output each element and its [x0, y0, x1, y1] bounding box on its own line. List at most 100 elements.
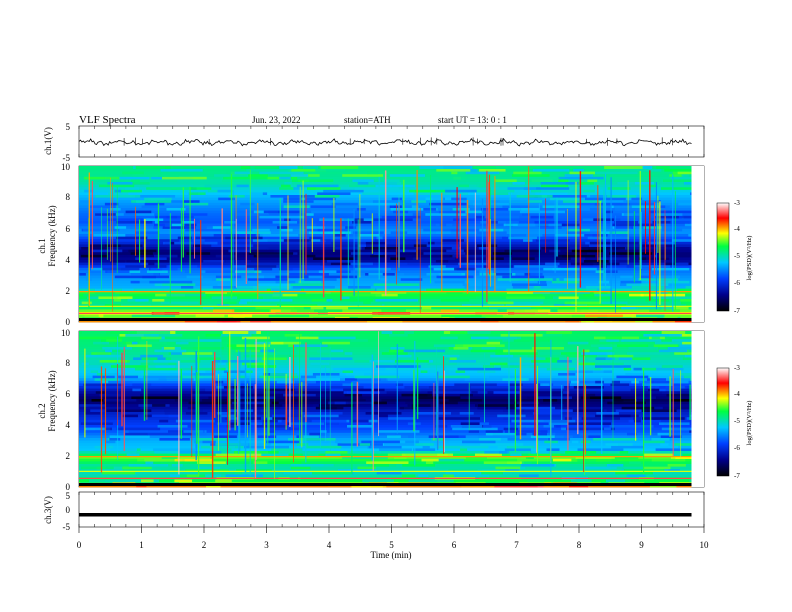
spectrogram-speckle	[320, 262, 352, 266]
spectrogram-speckle	[246, 264, 277, 268]
spectrogram-speckle	[144, 202, 165, 206]
spectrogram-speckle	[388, 416, 415, 420]
spectrogram-band	[79, 341, 692, 345]
spectrogram-speckle	[320, 166, 359, 169]
spectrogram-speckle	[122, 288, 134, 292]
spectrogram-speckle	[206, 429, 245, 433]
spectrogram-speckle	[421, 306, 432, 310]
spectrogram-speckle	[317, 228, 334, 232]
spectrogram-speckle	[316, 223, 359, 227]
spectrogram-speckle	[519, 210, 565, 214]
spectrogram-speckle	[153, 448, 195, 451]
spectrogram-speckle	[618, 357, 646, 360]
spectrogram-speckle	[436, 275, 474, 279]
spectrogram-speckle	[290, 466, 311, 470]
spectrogram-speckle	[614, 225, 633, 229]
spectrogram-band	[79, 346, 692, 350]
spectrogram-speckle	[257, 283, 302, 286]
spectrogram-speckle	[92, 375, 115, 379]
spectrogram-speckle	[418, 474, 429, 477]
spectrogram-speckle	[270, 288, 301, 292]
spectrogram-speckle	[643, 453, 674, 457]
spectrogram-speckle	[192, 238, 205, 242]
spectrogram-speckle	[128, 249, 139, 253]
spectrogram-speckle	[617, 205, 661, 208]
spectrogram-speckle	[428, 385, 471, 389]
spectrogram-speckle	[516, 194, 553, 198]
spectrogram-speckle	[304, 277, 337, 281]
spectrogram-speckle	[606, 463, 624, 467]
spectrogram-speckle	[221, 333, 252, 337]
spectrogram-speckle	[432, 390, 470, 394]
spectrogram-speckle	[344, 393, 362, 397]
spectrogram-speckle	[622, 202, 654, 206]
spectrogram-speckle	[427, 390, 436, 394]
spectrogram-speckle	[159, 338, 200, 342]
spectrogram-speckle	[132, 388, 142, 392]
spectrogram-speckle	[571, 314, 595, 318]
x-tick-label: 5	[389, 540, 394, 550]
spectrogram-speckle	[533, 285, 541, 289]
spectrogram-speckle	[532, 346, 564, 350]
spectrogram-speckle	[116, 427, 161, 431]
start-time-label: start UT = 13: 0 : 1	[438, 115, 507, 125]
spectrogram-speckle	[511, 173, 550, 177]
spectrogram-speckle	[303, 166, 318, 169]
spectrogram-speckle	[469, 390, 488, 394]
spectrogram-speckle	[273, 354, 310, 358]
ch2-frequency-axis-label: Frequency (kHz)	[47, 370, 57, 431]
spectrogram-speckle	[440, 336, 458, 340]
spectrogram-speckle	[276, 264, 301, 268]
spectrogram-speckle	[486, 192, 509, 195]
spectrogram-speckle	[512, 285, 528, 289]
spectrogram-speckle	[248, 453, 289, 457]
spectrogram-speckle	[413, 388, 453, 392]
spectrogram-speckle	[114, 225, 127, 229]
spectrogram-speckle	[372, 262, 408, 266]
spectrogram-speckle	[540, 383, 550, 386]
spectrogram-speckle	[652, 275, 681, 279]
spectrogram-speckle	[507, 396, 527, 399]
ch1-spec-ytick: 6	[66, 224, 71, 234]
spectrogram-speckle	[163, 357, 172, 360]
spectrogram-speckle	[516, 466, 526, 470]
spectrogram-speckle	[216, 277, 224, 281]
spectrogram-speckle	[79, 272, 86, 276]
spectrogram-speckle	[308, 231, 351, 234]
spectrogram-speckle	[401, 453, 448, 457]
spectrogram-speckle	[145, 238, 180, 242]
spectrogram-speckle	[449, 359, 476, 363]
spectrogram-speckle	[205, 370, 246, 373]
spectrogram-speckle	[95, 288, 114, 292]
spectrogram-speckle	[567, 422, 612, 425]
spectrogram-speckle	[162, 176, 207, 180]
spectrogram-speckle	[213, 233, 256, 237]
spectrogram-speckle	[236, 375, 247, 379]
spectrogram-speckle	[647, 377, 666, 381]
spectrogram-speckle	[690, 192, 692, 195]
spectrogram-speckle	[634, 396, 671, 399]
spectrogram-speckle	[79, 403, 106, 407]
spectrogram-speckle	[527, 479, 545, 483]
spectrogram-speckle	[658, 468, 680, 472]
spectrogram-speckle	[358, 244, 366, 247]
spectrogram-speckle	[369, 296, 401, 299]
spectrogram-speckle	[656, 396, 675, 399]
spectrogram-bottom-band	[79, 318, 692, 321]
spectrogram-speckle	[320, 238, 331, 242]
spectrogram-speckle	[384, 303, 416, 307]
spectrogram-speckle	[428, 241, 435, 245]
spectrogram-speckle	[229, 396, 276, 399]
spectrogram-speckle	[100, 468, 131, 472]
spectrogram-speckle	[449, 474, 490, 477]
spectrogram-speckle	[521, 390, 563, 394]
spectrogram-speckle	[215, 479, 232, 483]
spectrogram-speckle	[660, 442, 669, 446]
spectrogram-speckle	[555, 233, 593, 237]
spectrogram-speckle	[409, 189, 436, 193]
spectrogram-speckle	[96, 354, 124, 358]
spectrogram-speckle	[429, 202, 474, 206]
spectrogram-speckle	[343, 390, 380, 394]
spectrogram-speckle	[490, 362, 515, 366]
spectrogram-speckle	[513, 171, 542, 175]
